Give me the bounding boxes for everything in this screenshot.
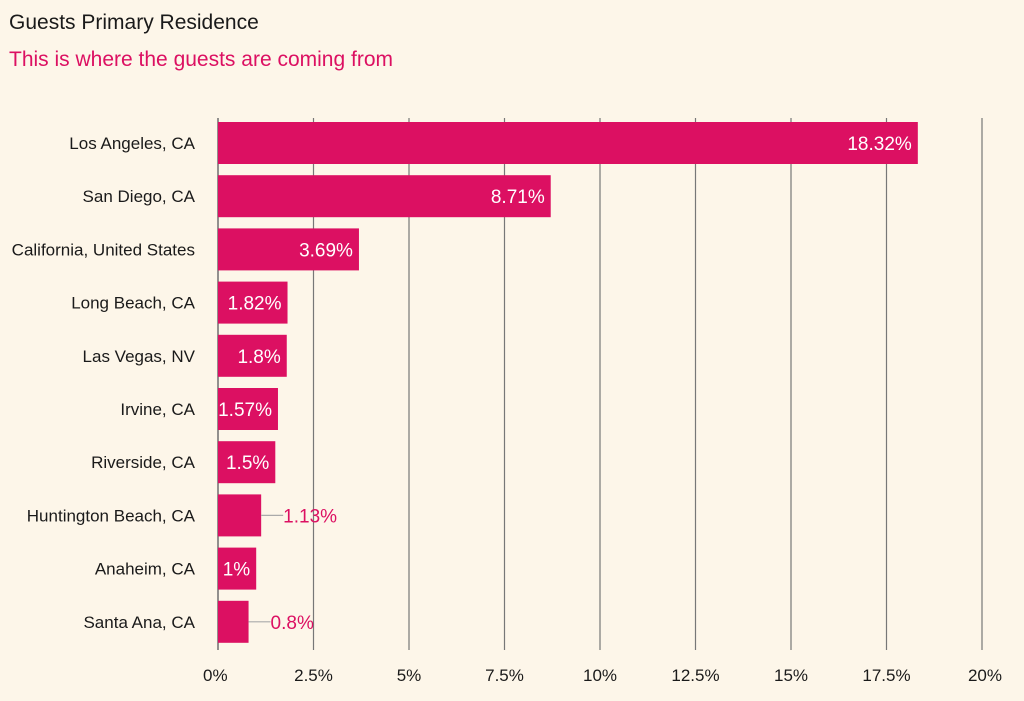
bar	[218, 388, 278, 430]
bar	[218, 494, 262, 537]
category-labels: Los Angeles, CA San Diego, CA California, …	[12, 134, 196, 632]
category-label: Las Vegas, NV	[83, 347, 196, 366]
value-label: 3.69%	[299, 240, 353, 261]
chart-title: Guests Primary Residence	[9, 11, 259, 34]
value-label: 1.5%	[226, 453, 269, 474]
x-tick-label: 15%	[774, 666, 808, 685]
x-tick-label: 2.5%	[294, 666, 333, 685]
x-tick-label: 7.5%	[485, 666, 524, 685]
x-tick-label: 5%	[397, 666, 422, 685]
bars: 18.32% 8.71% 3.69% 1.82% 1.8% 1.57% 1.5% 1.13% 1…	[218, 122, 918, 643]
value-label: 1.82%	[228, 294, 282, 315]
bar	[218, 228, 359, 271]
x-tick-label: 12.5%	[671, 666, 719, 685]
bar	[218, 600, 249, 643]
value-label: 0.8%	[271, 613, 314, 634]
value-label: 1.13%	[283, 506, 337, 527]
bar	[218, 441, 276, 484]
bar	[218, 175, 551, 218]
x-tick-label: 17.5%	[862, 666, 910, 685]
category-label: Long Beach, CA	[71, 294, 195, 313]
value-label: 1.57%	[218, 400, 272, 421]
category-label: Santa Ana, CA	[83, 613, 195, 632]
value-label: 8.71%	[491, 187, 545, 208]
category-label: Anaheim, CA	[95, 560, 196, 579]
value-label: 1.8%	[237, 347, 280, 368]
category-label: Los Angeles, CA	[69, 134, 195, 153]
category-label: San Diego, CA	[83, 187, 196, 206]
x-tick-label: 0%	[203, 666, 228, 685]
bar	[218, 334, 287, 377]
x-axis: 0% 2.5% 5% 7.5% 10% 12.5% 15% 17.5% 20%	[203, 666, 1002, 685]
x-tick-label: 10%	[583, 666, 617, 685]
bar	[218, 281, 288, 324]
category-label: Huntington Beach, CA	[27, 506, 196, 525]
x-tick-label: 20%	[968, 666, 1002, 685]
category-label: California, United States	[12, 240, 195, 259]
value-label: 18.32%	[847, 134, 912, 155]
category-label: Riverside, CA	[91, 453, 196, 472]
category-label: Irvine, CA	[120, 400, 195, 419]
chart-subtitle: This is where the guests are coming from	[9, 48, 393, 71]
value-label: 1%	[223, 560, 251, 581]
bar	[218, 547, 257, 590]
bar	[218, 122, 918, 164]
